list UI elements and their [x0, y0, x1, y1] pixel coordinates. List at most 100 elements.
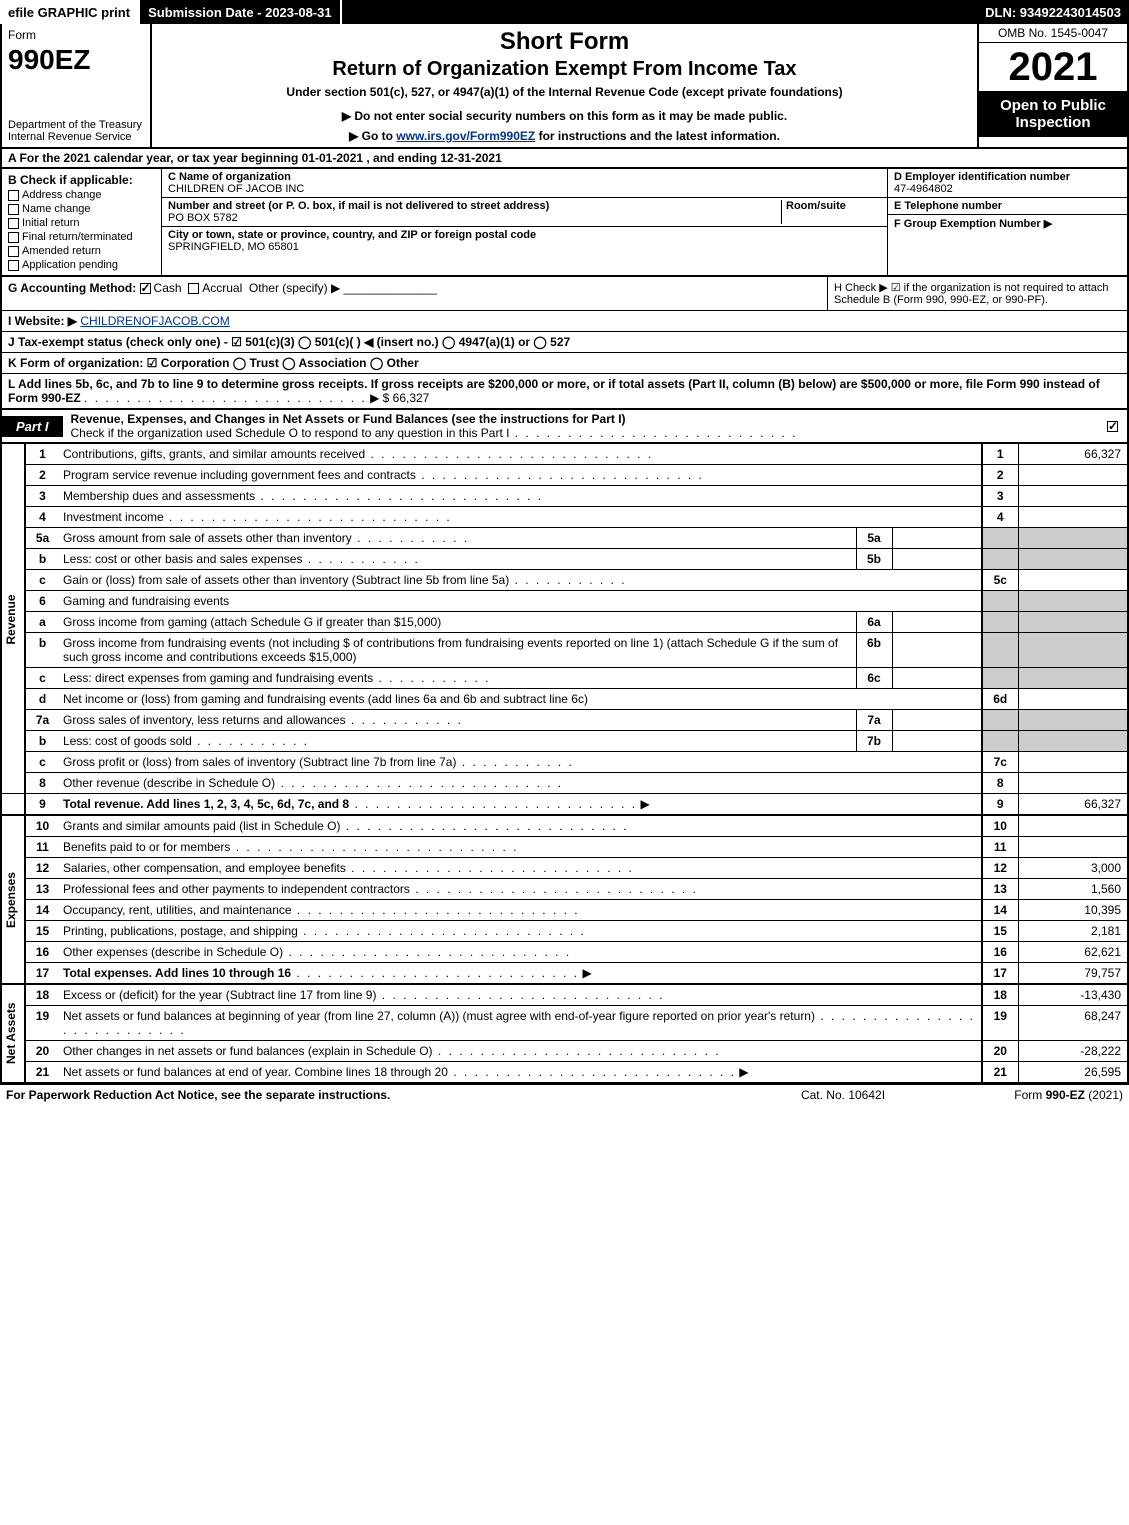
line-14-desc: Occupancy, rent, utilities, and maintena…: [59, 900, 982, 921]
line-7a-no: 7a: [25, 710, 59, 731]
line-2-val: [1018, 465, 1128, 486]
line-16-desc: Other expenses (describe in Schedule O): [59, 942, 982, 963]
line-12-desc: Salaries, other compensation, and employ…: [59, 858, 982, 879]
chk-cash[interactable]: [140, 283, 151, 294]
line-4-no: 4: [25, 507, 59, 528]
line-21-desc: Net assets or fund balances at end of ye…: [59, 1062, 982, 1084]
line-6c-desc: Less: direct expenses from gaming and fu…: [59, 668, 856, 689]
efile-label[interactable]: efile GRAPHIC print: [0, 0, 140, 24]
room-label: Room/suite: [786, 200, 846, 212]
line-3-desc: Membership dues and assessments: [59, 486, 982, 507]
line-5a-no: 5a: [25, 528, 59, 549]
line-8-rno: 8: [982, 773, 1018, 794]
line-11-no: 11: [25, 837, 59, 858]
col-c-org-info: C Name of organization CHILDREN OF JACOB…: [162, 169, 887, 275]
line-3-rno: 3: [982, 486, 1018, 507]
line-3-val: [1018, 486, 1128, 507]
chk-initial-return[interactable]: Initial return: [8, 217, 155, 229]
line-11-desc: Benefits paid to or for members: [59, 837, 982, 858]
header-right: OMB No. 1545-0047 2021 Open to Public In…: [977, 24, 1127, 147]
line-7b-sub: 7b: [856, 731, 892, 752]
addr-label: Number and street (or P. O. box, if mail…: [168, 200, 549, 212]
chk-amended-return[interactable]: Amended return: [8, 245, 155, 257]
form-title: Return of Organization Exempt From Incom…: [160, 58, 969, 81]
line-19-rno: 19: [982, 1006, 1018, 1041]
line-5a-desc: Gross amount from sale of assets other t…: [59, 528, 856, 549]
line-9-rno: 9: [982, 794, 1018, 816]
line-20-val: -28,222: [1018, 1041, 1128, 1062]
line-16-no: 16: [25, 942, 59, 963]
line-14-no: 14: [25, 900, 59, 921]
spacer: [342, 0, 978, 24]
line-21-val: 26,595: [1018, 1062, 1128, 1084]
line-5c-desc: Gain or (loss) from sale of assets other…: [59, 570, 982, 591]
header-center: Short Form Return of Organization Exempt…: [152, 24, 977, 147]
footer-center: Cat. No. 10642I: [743, 1088, 943, 1102]
line-1-val: 66,327: [1018, 444, 1128, 465]
line-5b-sub: 5b: [856, 549, 892, 570]
chk-final-return[interactable]: Final return/terminated: [8, 231, 155, 243]
line-2-rno: 2: [982, 465, 1018, 486]
line-21-no: 21: [25, 1062, 59, 1084]
line-18-desc: Excess or (deficit) for the year (Subtra…: [59, 984, 982, 1006]
org-name: CHILDREN OF JACOB INC: [168, 183, 304, 195]
website-link[interactable]: CHILDRENOFJACOB.COM: [80, 314, 229, 328]
dln-label: DLN: 93492243014503: [977, 0, 1129, 24]
line-16-val: 62,621: [1018, 942, 1128, 963]
line-17-rno: 17: [982, 963, 1018, 985]
line-8-no: 8: [25, 773, 59, 794]
line-8-val: [1018, 773, 1128, 794]
line-6b-desc: Gross income from fundraising events (no…: [59, 633, 856, 668]
line-1-rno: 1: [982, 444, 1018, 465]
city-label: City or town, state or province, country…: [168, 229, 536, 241]
line-12-rno: 12: [982, 858, 1018, 879]
ein-label: D Employer identification number: [894, 171, 1070, 183]
line-6a-sub: 6a: [856, 612, 892, 633]
header-left: Form 990EZ Department of the Treasury In…: [2, 24, 152, 147]
side-label-netassets: Net Assets: [1, 984, 25, 1083]
line-19-val: 68,247: [1018, 1006, 1128, 1041]
line-7a-sub: 7a: [856, 710, 892, 731]
other-specify: Other (specify) ▶: [249, 281, 340, 295]
line-5a-sub: 5a: [856, 528, 892, 549]
line-9-val: 66,327: [1018, 794, 1128, 816]
chk-accrual[interactable]: [188, 283, 199, 294]
line-13-no: 13: [25, 879, 59, 900]
line-1-desc: Contributions, gifts, grants, and simila…: [59, 444, 982, 465]
line-5c-no: c: [25, 570, 59, 591]
instructions-link[interactable]: www.irs.gov/Form990EZ: [396, 129, 535, 143]
col-b-checkboxes: B Check if applicable: Address change Na…: [2, 169, 162, 275]
line-19-desc: Net assets or fund balances at beginning…: [59, 1006, 982, 1041]
line-10-no: 10: [25, 815, 59, 837]
line-6a-no: a: [25, 612, 59, 633]
line-21-rno: 21: [982, 1062, 1018, 1084]
side-label-revenue: Revenue: [1, 444, 25, 794]
line-6c-no: c: [25, 668, 59, 689]
chk-name-change[interactable]: Name change: [8, 203, 155, 215]
form-subtitle: Under section 501(c), 527, or 4947(a)(1)…: [160, 85, 969, 99]
part-i-title: Revenue, Expenses, and Changes in Net As…: [63, 410, 1101, 442]
side-label-expenses: Expenses: [1, 815, 25, 984]
line-7a-desc: Gross sales of inventory, less returns a…: [59, 710, 856, 731]
omb-number: OMB No. 1545-0047: [979, 24, 1127, 43]
line-18-rno: 18: [982, 984, 1018, 1006]
line-6d-val: [1018, 689, 1128, 710]
line-13-rno: 13: [982, 879, 1018, 900]
part-i-checkbox[interactable]: [1101, 417, 1127, 435]
line-10-desc: Grants and similar amounts paid (list in…: [59, 815, 982, 837]
part-i-tab: Part I: [2, 416, 63, 437]
line-17-val: 79,757: [1018, 963, 1128, 985]
page-footer: For Paperwork Reduction Act Notice, see …: [0, 1084, 1129, 1105]
instructions-note: ▶ Go to www.irs.gov/Form990EZ for instru…: [160, 129, 969, 143]
org-name-label: C Name of organization: [168, 171, 291, 183]
line-15-rno: 15: [982, 921, 1018, 942]
submission-date: Submission Date - 2023-08-31: [140, 0, 342, 24]
line-3-no: 3: [25, 486, 59, 507]
line-7c-desc: Gross profit or (loss) from sales of inv…: [59, 752, 982, 773]
line-6c-sub: 6c: [856, 668, 892, 689]
line-20-rno: 20: [982, 1041, 1018, 1062]
line-10-rno: 10: [982, 815, 1018, 837]
chk-address-change[interactable]: Address change: [8, 189, 155, 201]
line-4-val: [1018, 507, 1128, 528]
chk-application-pending[interactable]: Application pending: [8, 259, 155, 271]
